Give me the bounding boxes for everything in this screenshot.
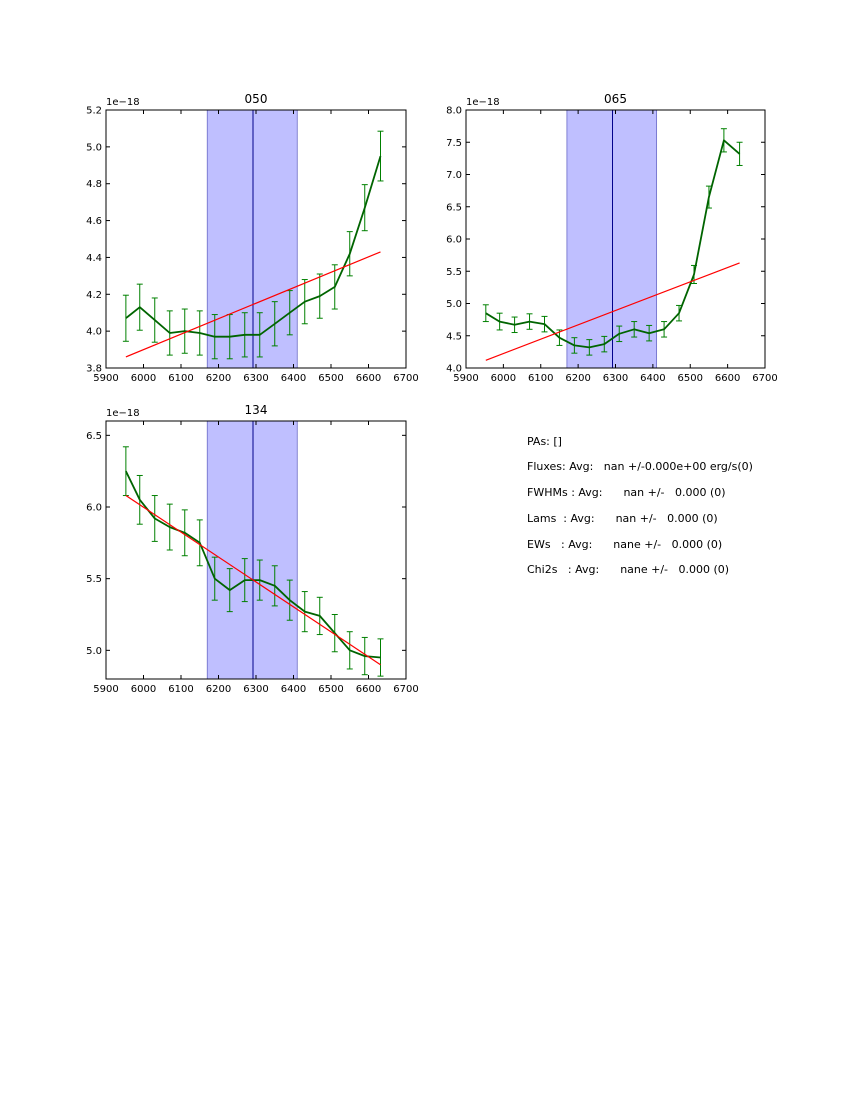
stat-chi2s: Chi2s : Avg: nane +/- 0.000 (0) <box>527 563 730 576</box>
subplot-065: 5900 6000 6100 6200 6300 6400 6500 6600 6700 4.0 4… <box>446 92 778 384</box>
x-tick-label: 5900 <box>93 684 118 695</box>
y-offset-label: 1e−18 <box>466 97 500 108</box>
y-tick-label: 4.8 <box>86 179 102 190</box>
plot-area-134 <box>122 421 384 679</box>
plot-area-050 <box>122 110 384 368</box>
y-tick-label: 4.0 <box>446 364 462 375</box>
y-tick-label: 6.5 <box>86 431 102 442</box>
x-tick-label: 6500 <box>318 373 343 384</box>
y-tick-label: 4.5 <box>446 331 462 342</box>
y-tick-label: 5.0 <box>86 646 102 657</box>
y-tick-label: 6.0 <box>446 235 462 246</box>
y-offset-label: 1e−18 <box>106 97 140 108</box>
continuum-fit-line <box>485 262 740 361</box>
x-tick-label: 6300 <box>243 684 268 695</box>
y-tick-label: 5.0 <box>86 142 102 153</box>
y-tick-label: 5.5 <box>86 574 102 585</box>
line-window-band <box>206 110 298 368</box>
plot-area-065 <box>482 110 743 368</box>
x-tick-label: 5900 <box>453 373 478 384</box>
x-tick-label: 6000 <box>491 373 516 384</box>
x-tick-label: 6400 <box>281 373 306 384</box>
x-tick-label: 6500 <box>318 684 343 695</box>
stat-fwhms: FWHMs : Avg: nan +/- 0.000 (0) <box>527 486 726 499</box>
subplot-title: 065 <box>604 92 627 106</box>
x-tick-label: 6000 <box>131 373 156 384</box>
x-tick-label: 6400 <box>640 373 665 384</box>
stat-lams: Lams : Avg: nan +/- 0.000 (0) <box>527 512 718 525</box>
y-tick-label: 6.0 <box>86 503 102 514</box>
line-window-band <box>566 110 658 368</box>
stat-ews: EWs : Avg: nane +/- 0.000 (0) <box>527 538 723 551</box>
y-tick-label: 5.0 <box>446 299 462 310</box>
x-tick-label: 6700 <box>752 373 777 384</box>
x-tick-label: 6200 <box>206 684 231 695</box>
y-tick-label: 4.4 <box>86 253 102 264</box>
stat-pas: PAs: [] <box>527 435 562 448</box>
y-tick-label: 4.6 <box>86 216 102 227</box>
x-tick-label: 6200 <box>565 373 590 384</box>
y-tick-label: 5.5 <box>446 267 462 278</box>
x-tick-label: 6600 <box>715 373 740 384</box>
spectrum-line <box>125 155 382 338</box>
x-tick-label: 6500 <box>678 373 703 384</box>
x-tick-label: 6300 <box>603 373 628 384</box>
x-tick-label: 6600 <box>356 373 381 384</box>
x-tick-label: 6100 <box>168 684 193 695</box>
x-tick-label: 6700 <box>393 684 418 695</box>
x-tick-label: 6600 <box>356 684 381 695</box>
x-tick-label: 6000 <box>131 684 156 695</box>
x-tick-label: 6100 <box>528 373 553 384</box>
line-window-band <box>206 421 298 679</box>
subplot-title: 134 <box>245 403 268 417</box>
subplot-title: 050 <box>245 92 268 106</box>
continuum-fit-line <box>125 495 381 666</box>
x-tick-label: 5900 <box>93 373 118 384</box>
y-tick-label: 4.2 <box>86 290 102 301</box>
y-tick-label: 7.0 <box>446 170 462 181</box>
y-tick-label: 7.5 <box>446 138 462 149</box>
x-tick-label: 6400 <box>281 684 306 695</box>
stat-fluxes: Fluxes: Avg: nan +/-0.000e+00 erg/s(0) <box>527 460 753 473</box>
subplot-134: 5900 6000 6100 6200 6300 6400 6500 6600 6700 5.0 5… <box>86 403 419 695</box>
continuum-fit-line <box>125 251 381 358</box>
y-tick-label: 8.0 <box>446 106 462 117</box>
x-tick-label: 6200 <box>206 373 231 384</box>
y-offset-label: 1e−18 <box>106 408 140 419</box>
x-tick-label: 6100 <box>168 373 193 384</box>
subplot-050: 5900 6000 6100 6200 6300 6400 6500 6600 6700 3.8 4… <box>86 92 419 384</box>
x-tick-label: 6700 <box>393 373 418 384</box>
y-tick-label: 5.2 <box>86 106 102 117</box>
y-tick-label: 6.5 <box>446 202 462 213</box>
y-tick-label: 4.0 <box>86 327 102 338</box>
x-tick-label: 6300 <box>243 373 268 384</box>
spectrum-line <box>485 139 741 349</box>
y-tick-label: 3.8 <box>86 364 102 375</box>
